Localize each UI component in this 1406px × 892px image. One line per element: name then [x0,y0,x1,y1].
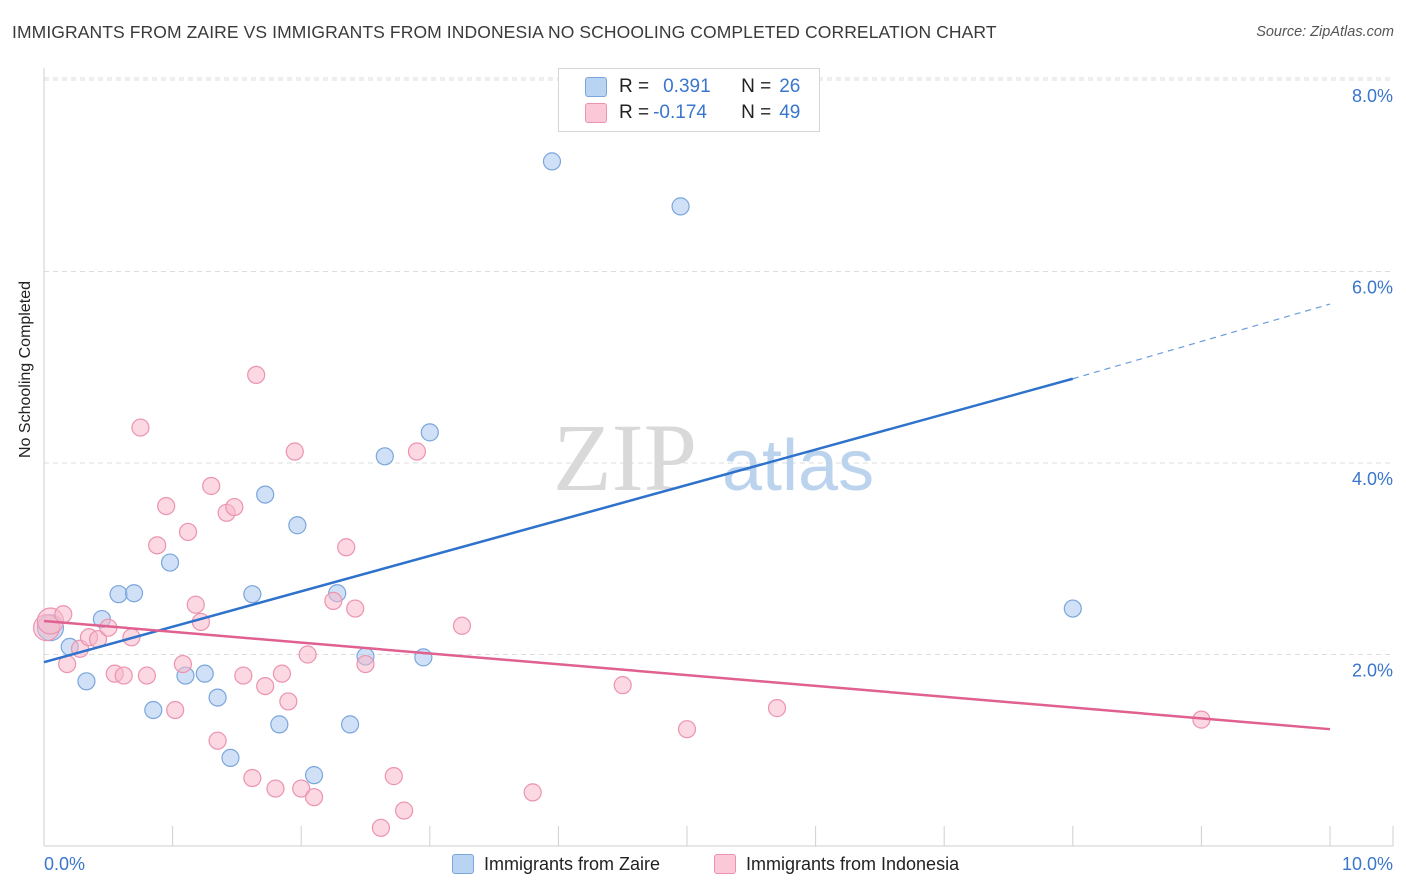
zaire-swatch [585,77,607,97]
y-axis-label: No Schooling Completed [17,281,35,458]
indonesia-point [180,523,197,540]
indonesia-point [226,499,243,516]
bottom-legend-indonesia: Immigrants from Indonesia [714,852,959,876]
indonesia-point [357,656,374,673]
axis-ticks: 2.0% 4.0% 6.0% 8.0% 0.0% 10.0% [44,86,1393,874]
indonesia-point [325,592,342,609]
n-label: N = [741,102,771,124]
indonesia-point [267,780,284,797]
indonesia-point [273,665,290,682]
zaire-point [543,153,560,170]
indonesia-point [244,770,261,787]
zaire-point [271,716,288,733]
zaire-point [209,689,226,706]
x-tick-label: 10.0% [1342,854,1393,874]
zaire-point [376,448,393,465]
indonesia-point [174,656,191,673]
zaire-point [257,486,274,503]
indonesia-point [385,768,402,785]
legend-row-zaire: R = 0.391 N = 26 [585,75,800,99]
zaire-point [145,702,162,719]
r-label: R = [619,76,649,98]
zaire-point [110,586,127,603]
legend-row-indonesia: R = -0.174 N = 49 [585,101,800,125]
axes [44,68,1393,846]
zaire-trend-extension [1073,304,1330,379]
trend-lines [44,304,1330,729]
zaire-point [672,198,689,215]
zaire-point [1064,600,1081,617]
n-label: N = [741,76,771,98]
indonesia-point [167,702,184,719]
indonesia-point [55,606,72,623]
indonesia-point [408,443,425,460]
indonesia-point [347,600,364,617]
zaire-point [342,716,359,733]
zaire-r-value: 0.391 [663,76,725,98]
x-tick-label: 0.0% [44,854,85,874]
indonesia-point [338,539,355,556]
indonesia-point [138,667,155,684]
indonesia-r-value: -0.174 [653,102,725,124]
indonesia-point [115,667,132,684]
zaire-point [289,517,306,534]
zaire-point [78,673,95,690]
watermark-zip: ZIP [553,404,697,511]
indonesia-point [453,617,470,634]
indonesia-point [257,678,274,695]
indonesia-point [769,700,786,717]
y-tick-label: 6.0% [1352,278,1393,298]
bottom-legend-zaire: Immigrants from Zaire [452,852,660,876]
zaire-legend-label: Immigrants from Zaire [484,854,660,875]
zaire-point [244,586,261,603]
indonesia-point [203,477,220,494]
stats-legend: R = 0.391 N = 26 R = -0.174 N = 49 [558,68,820,132]
indonesia-point [372,819,389,836]
indonesia-legend-swatch [714,854,736,874]
indonesia-point [396,802,413,819]
r-label: R = [619,102,649,124]
indonesia-point [286,443,303,460]
indonesia-point [192,613,209,630]
indonesia-point [280,693,297,710]
y-tick-label: 8.0% [1352,86,1393,106]
zaire-point [162,554,179,571]
y-tick-label: 2.0% [1352,661,1393,681]
indonesia-n-value: 49 [779,102,800,124]
indonesia-swatch [585,103,607,123]
zaire-point [306,767,323,784]
zaire-legend-swatch [452,854,474,874]
indonesia-point [235,667,252,684]
grid-lines [44,78,1393,655]
zaire-n-value: 26 [779,76,800,98]
indonesia-legend-label: Immigrants from Indonesia [746,854,959,875]
indonesia-point [187,596,204,613]
indonesia-point [614,677,631,694]
indonesia-point [248,366,265,383]
watermark: ZIP atlas [553,404,874,511]
zaire-point [196,665,213,682]
indonesia-point [158,498,175,515]
indonesia-point [306,789,323,806]
indonesia-point [524,784,541,801]
indonesia-point [209,732,226,749]
watermark-atlas: atlas [722,426,874,506]
zaire-point [222,749,239,766]
indonesia-point [132,419,149,436]
zaire-point [126,585,143,602]
indonesia-point [299,646,316,663]
y-tick-label: 4.0% [1352,469,1393,489]
scatter-plot: ZIP atlas 2.0% 4.0% 6.0% 8.0% 0.0% 10.0% [0,0,1406,892]
indonesia-point [679,721,696,738]
zaire-point [421,424,438,441]
indonesia-point [149,537,166,554]
